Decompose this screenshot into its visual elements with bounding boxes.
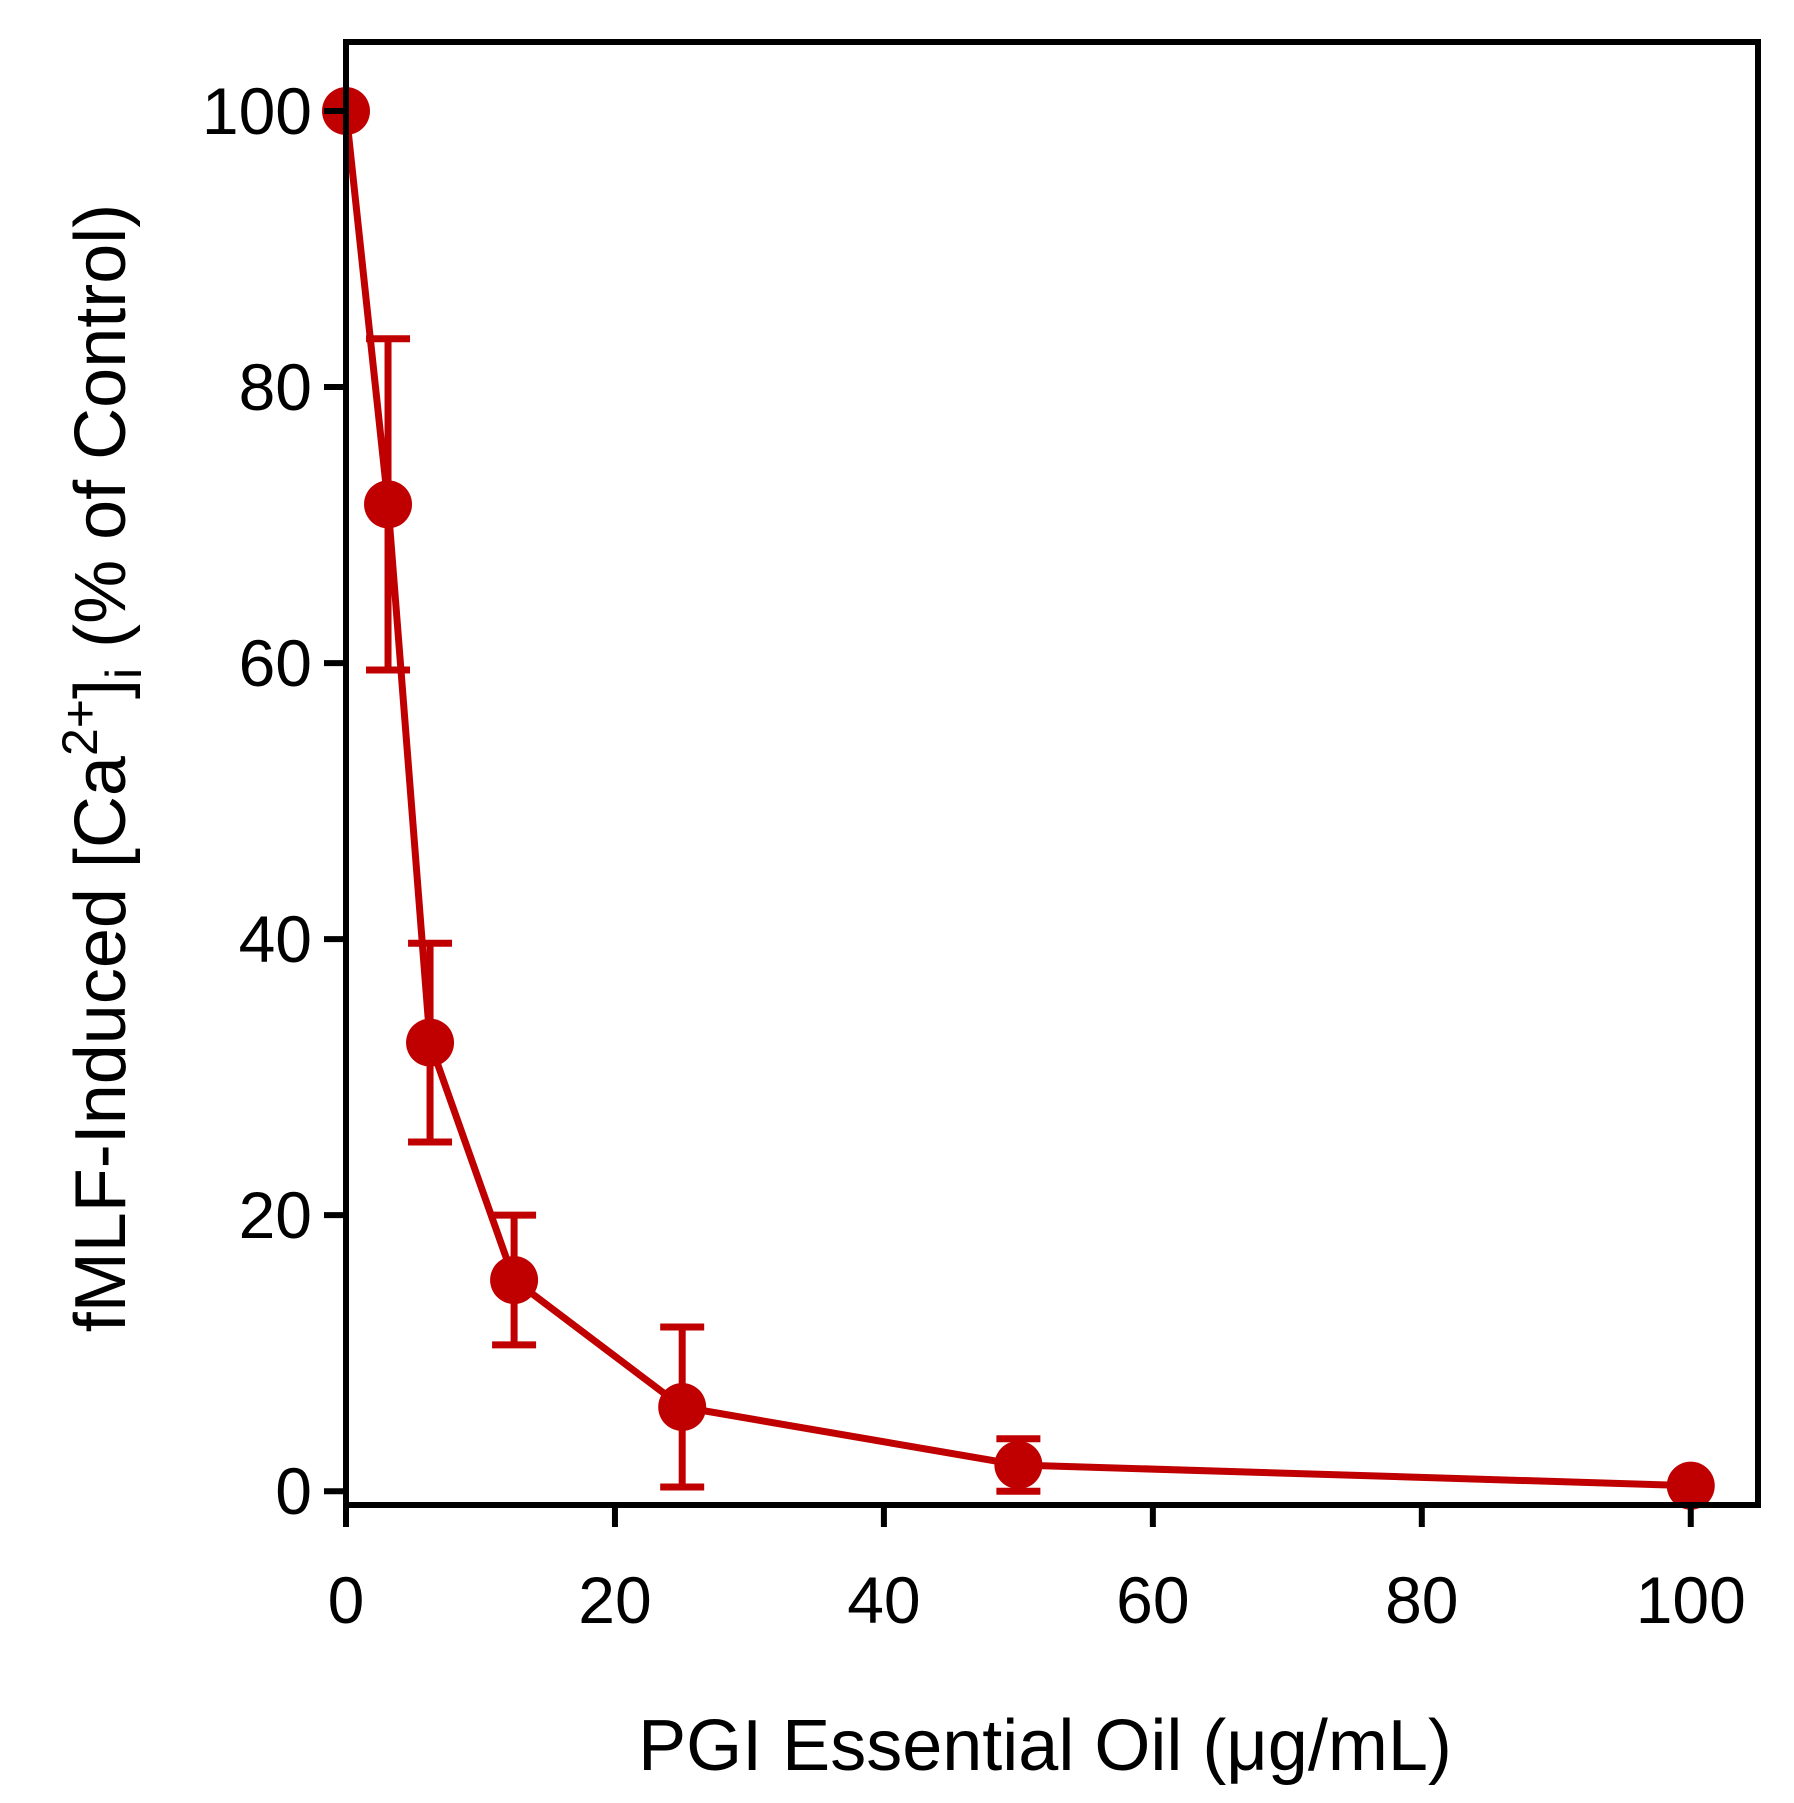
x-axis-label: PGI Essential Oil (μg/mL) (638, 1706, 1452, 1786)
series-line (342, 110, 1691, 1490)
x-tick-label: 20 (578, 1563, 651, 1637)
y-axis: 0 20 40 60 80 100 (202, 74, 346, 1528)
x-tick-label: 100 (1636, 1563, 1746, 1637)
y-tick-label: 0 (275, 1454, 312, 1528)
y-axis-label-prefix: fMLF-Induced [Ca (61, 755, 141, 1332)
y-axis-label: fMLF-Induced [Ca2+]i (% of Control) (52, 204, 152, 1333)
data-point (490, 1256, 539, 1305)
y-axis-label-superscript: 2+ (52, 699, 108, 756)
data-point (406, 1018, 455, 1067)
x-axis: 0 20 40 60 80 100 (328, 1505, 1746, 1637)
data-point (994, 1440, 1043, 1489)
x-tick-label: 40 (847, 1563, 920, 1637)
y-axis-label-close: ] (61, 679, 141, 699)
x-tick-label: 0 (328, 1563, 365, 1637)
y-tick-label: 80 (239, 350, 312, 424)
data-point (364, 480, 413, 529)
y-axis-label-suffix: (% of Control) (61, 204, 141, 668)
y-tick-label: 100 (202, 74, 312, 148)
x-tick-label: 80 (1385, 1563, 1458, 1637)
x-tick-label: 60 (1116, 1563, 1189, 1637)
data-point (1666, 1461, 1715, 1510)
data-point (658, 1383, 707, 1432)
y-axis-label-subscript: i (96, 668, 152, 679)
series-layer (322, 87, 1715, 1510)
plot-frame (343, 39, 1761, 1508)
y-tick-label: 40 (239, 902, 312, 976)
y-tick-label: 60 (239, 626, 312, 700)
y-tick-label: 20 (239, 1178, 312, 1252)
